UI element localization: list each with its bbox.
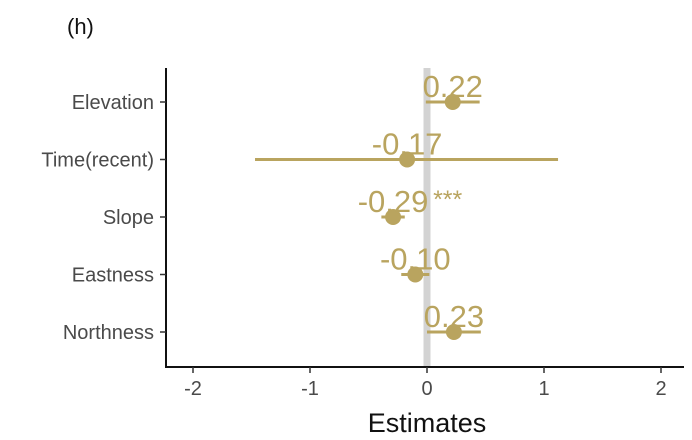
x-tick-label: 0 — [421, 378, 432, 400]
x-tick-label: -2 — [184, 378, 202, 400]
x-tick-label: 1 — [538, 378, 549, 400]
y-category-label: Northness — [63, 322, 154, 344]
x-tick-label: 2 — [655, 378, 666, 400]
estimate-value-label: 0.22 — [423, 69, 483, 104]
x-axis-title: Estimates — [368, 408, 487, 438]
y-category-label: Slope — [103, 207, 154, 229]
estimate-value-label: 0.23 — [424, 299, 484, 334]
estimate-value-label: -0.10 — [380, 242, 451, 277]
significance-stars: *** — [433, 186, 462, 214]
estimate-point — [385, 209, 402, 225]
y-category-label: Elevation — [72, 92, 154, 114]
estimate-point — [444, 94, 461, 110]
estimate-point — [399, 151, 416, 168]
plot-area: -2 -1 0 1 2 Elevation 0.22 Time(recent) -0.17 Slo… — [41, 68, 684, 400]
estimate-value-label: -0.29 — [358, 184, 429, 219]
y-category-label: Eastness — [72, 265, 154, 287]
y-category-label: Time(recent) — [41, 150, 154, 172]
estimate-point — [407, 266, 424, 283]
estimate-point — [445, 324, 462, 340]
x-tick-label: -1 — [301, 378, 319, 400]
panel-label: (h) — [67, 14, 94, 39]
estimate-value-label: -0.17 — [372, 127, 443, 162]
